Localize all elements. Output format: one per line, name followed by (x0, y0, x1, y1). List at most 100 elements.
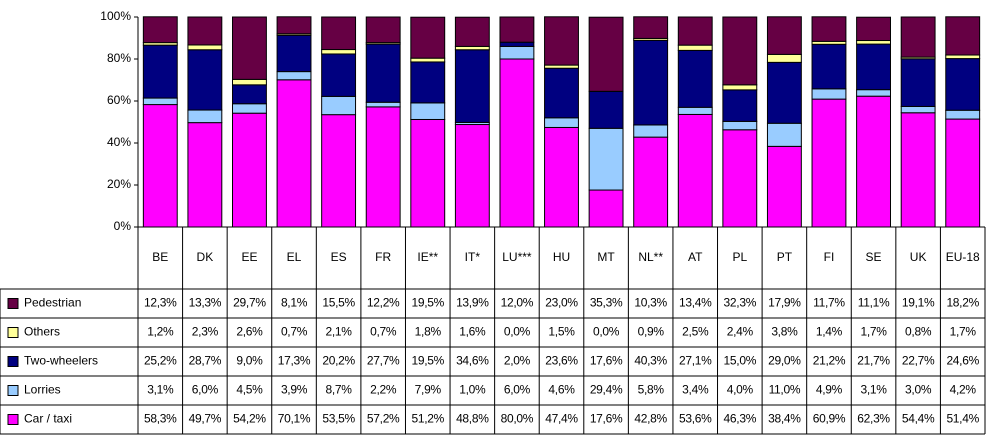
table-value: 29,7% (233, 296, 266, 310)
table-value: 1,2% (147, 325, 174, 339)
table-value: 7,9% (415, 383, 442, 397)
bar-segment (499, 41, 535, 47)
table-value: 3,0% (905, 383, 932, 397)
table-value: 38,4% (768, 412, 801, 426)
bar-segment (811, 16, 847, 42)
x-tick-label: UK (910, 250, 927, 264)
table-value: 53,5% (322, 412, 355, 426)
x-tick-label: IT* (465, 250, 481, 264)
table-value: 6,0% (504, 383, 531, 397)
bar-segment (276, 79, 312, 228)
x-tick-label: DK (197, 250, 214, 264)
table-value: 8,7% (326, 383, 353, 397)
x-tick-label: EE (241, 250, 257, 264)
table-value: 2,4% (727, 325, 754, 339)
y-tick-label: 100% (100, 9, 131, 23)
table-value: 1,0% (459, 383, 486, 397)
table-value: 49,7% (189, 412, 222, 426)
bar-segment (365, 101, 401, 108)
bar-segment (766, 61, 802, 124)
table-value: 27,1% (679, 354, 712, 368)
bar-segment (232, 16, 267, 80)
legend-key (7, 327, 19, 338)
table-value: 0,0% (504, 325, 531, 339)
legend-key (7, 385, 19, 396)
x-tick-label: FI (824, 250, 835, 264)
bar-segment (142, 16, 178, 44)
x-tick-label: EU-18 (946, 250, 980, 264)
table-value: 25,2% (144, 354, 177, 368)
bar-segment (544, 16, 579, 66)
x-tick-label: ES (331, 250, 347, 264)
bar-segment (945, 109, 981, 120)
table-value: 2,5% (682, 325, 709, 339)
table-value: 80,0% (501, 412, 534, 426)
table-value: 0,7% (370, 325, 397, 339)
table-value: 62,3% (857, 412, 890, 426)
bar-segment (454, 16, 490, 47)
legend-key (7, 356, 19, 367)
table-value: 13,9% (456, 296, 489, 310)
table-value: 15,0% (724, 354, 757, 368)
x-tick-label: FR (375, 250, 391, 264)
bar-segment (142, 97, 178, 106)
table-value: 3,4% (682, 383, 709, 397)
bar-segment (945, 58, 981, 111)
x-tick-label: PT (777, 250, 793, 264)
table-value: 5,8% (638, 383, 665, 397)
table-value: 8,1% (281, 296, 308, 310)
table-value: 17,6% (590, 354, 623, 368)
legend-key (7, 298, 19, 309)
bar-segment (499, 16, 535, 43)
table-value: 29,0% (768, 354, 801, 368)
table-value: 2,6% (236, 325, 263, 339)
bar-segment (945, 16, 981, 56)
bar-segment (276, 16, 312, 35)
bar-segment (722, 120, 758, 131)
bar-segment (499, 58, 535, 228)
bar-segment (187, 49, 223, 111)
bar-segment (365, 106, 401, 228)
bar-segment (900, 58, 936, 107)
bar-segment (677, 113, 713, 228)
table-value: 23,6% (545, 354, 578, 368)
table-value: 11,7% (813, 296, 845, 310)
bar-segment (766, 53, 802, 63)
table-value: 3,1% (147, 383, 174, 397)
bar-segment (365, 43, 401, 103)
bar-segment (856, 40, 891, 45)
bar-segment (276, 34, 312, 73)
x-tick-label: MT (597, 250, 615, 264)
table-value: 21,7% (857, 354, 890, 368)
table-value: 1,7% (950, 325, 977, 339)
bar-segment (677, 49, 713, 108)
bar-segment (722, 89, 758, 122)
table-value: 2,2% (370, 383, 397, 397)
table-value: 4,0% (727, 383, 754, 397)
table-value: 32,3% (724, 296, 757, 310)
bar-segment (544, 67, 579, 119)
table-value: 3,1% (860, 383, 887, 397)
bar-segment (187, 109, 223, 124)
bar-segment (811, 98, 847, 228)
bar-segment (321, 16, 357, 51)
bar-segment (900, 112, 936, 228)
bar-segment (766, 16, 802, 55)
bar-segment (677, 16, 713, 46)
bar-segment (588, 90, 624, 129)
bar-segment (410, 57, 446, 63)
legend-label: Pedestrian (24, 296, 81, 310)
x-tick-label: HU (553, 250, 570, 264)
bar-segment (454, 124, 490, 228)
x-tick-label: NL** (638, 250, 663, 264)
table-value: 21,2% (813, 354, 846, 368)
table-value: 13,3% (189, 296, 222, 310)
bar-segment (410, 16, 446, 59)
table-value: 46,3% (724, 412, 757, 426)
bar-segment (588, 16, 624, 92)
table-value: 3,9% (281, 383, 308, 397)
x-tick-label: LU*** (502, 250, 532, 264)
bar-segment (544, 117, 579, 128)
table-value: 47,4% (545, 412, 578, 426)
